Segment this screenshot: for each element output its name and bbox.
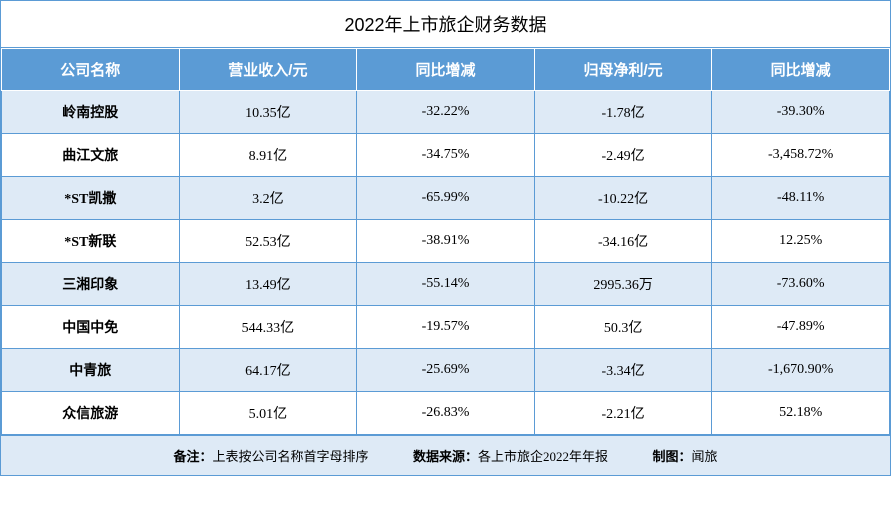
cell-company: *ST凯撒: [2, 177, 180, 220]
table-row: *ST新联 52.53亿 -38.91% -34.16亿 12.25%: [2, 220, 890, 263]
table-row: 曲江文旅 8.91亿 -34.75% -2.49亿 -3,458.72%: [2, 134, 890, 177]
cell-company: 曲江文旅: [2, 134, 180, 177]
col-header-rev-yoy: 同比增减: [357, 49, 535, 91]
footer-source-text: 各上市旅企2022年年报: [478, 449, 608, 464]
cell-revenue: 5.01亿: [179, 392, 357, 435]
cell-profit: -2.49亿: [534, 134, 712, 177]
footer-author-text: 闻旅: [692, 449, 718, 464]
table-row: 三湘印象 13.49亿 -55.14% 2995.36万 -73.60%: [2, 263, 890, 306]
col-header-revenue: 营业收入/元: [179, 49, 357, 91]
cell-prof-yoy: -1,670.90%: [712, 349, 890, 392]
cell-profit: 2995.36万: [534, 263, 712, 306]
footer-note-text: 上表按公司名称首字母排序: [212, 449, 368, 464]
footer-source-label: 数据来源：: [413, 449, 478, 464]
col-header-company: 公司名称: [2, 49, 180, 91]
cell-company: 三湘印象: [2, 263, 180, 306]
cell-rev-yoy: -34.75%: [357, 134, 535, 177]
cell-revenue: 544.33亿: [179, 306, 357, 349]
cell-revenue: 64.17亿: [179, 349, 357, 392]
cell-profit: -3.34亿: [534, 349, 712, 392]
cell-revenue: 8.91亿: [179, 134, 357, 177]
cell-company: 中国中免: [2, 306, 180, 349]
cell-profit: -10.22亿: [534, 177, 712, 220]
table-footer: 备注：上表按公司名称首字母排序 数据来源：各上市旅企2022年年报 制图：闻旅: [1, 435, 890, 475]
header-row: 公司名称 营业收入/元 同比增减 归母净利/元 同比增减: [2, 49, 890, 91]
table-row: 岭南控股 10.35亿 -32.22% -1.78亿 -39.30%: [2, 91, 890, 134]
cell-rev-yoy: -26.83%: [357, 392, 535, 435]
table-body: 岭南控股 10.35亿 -32.22% -1.78亿 -39.30% 曲江文旅 …: [2, 91, 890, 435]
col-header-prof-yoy: 同比增减: [712, 49, 890, 91]
table-row: 中国中免 544.33亿 -19.57% 50.3亿 -47.89%: [2, 306, 890, 349]
cell-rev-yoy: -32.22%: [357, 91, 535, 134]
cell-profit: -34.16亿: [534, 220, 712, 263]
cell-prof-yoy: 52.18%: [712, 392, 890, 435]
cell-rev-yoy: -25.69%: [357, 349, 535, 392]
cell-profit: 50.3亿: [534, 306, 712, 349]
table-row: *ST凯撒 3.2亿 -65.99% -10.22亿 -48.11%: [2, 177, 890, 220]
cell-prof-yoy: -48.11%: [712, 177, 890, 220]
cell-rev-yoy: -55.14%: [357, 263, 535, 306]
cell-profit: -1.78亿: [534, 91, 712, 134]
cell-revenue: 10.35亿: [179, 91, 357, 134]
col-header-profit: 归母净利/元: [534, 49, 712, 91]
cell-revenue: 13.49亿: [179, 263, 357, 306]
cell-revenue: 3.2亿: [179, 177, 357, 220]
cell-prof-yoy: -73.60%: [712, 263, 890, 306]
cell-rev-yoy: -65.99%: [357, 177, 535, 220]
cell-revenue: 52.53亿: [179, 220, 357, 263]
cell-rev-yoy: -38.91%: [357, 220, 535, 263]
cell-company: 众信旅游: [2, 392, 180, 435]
cell-prof-yoy: -3,458.72%: [712, 134, 890, 177]
cell-prof-yoy: 12.25%: [712, 220, 890, 263]
footer-note-label: 备注：: [173, 449, 212, 464]
cell-profit: -2.21亿: [534, 392, 712, 435]
footer-author-label: 制图：: [653, 449, 692, 464]
cell-company: 中青旅: [2, 349, 180, 392]
cell-prof-yoy: -39.30%: [712, 91, 890, 134]
cell-prof-yoy: -47.89%: [712, 306, 890, 349]
cell-company: 岭南控股: [2, 91, 180, 134]
table-title: 2022年上市旅企财务数据: [1, 1, 890, 48]
table-row: 众信旅游 5.01亿 -26.83% -2.21亿 52.18%: [2, 392, 890, 435]
table-row: 中青旅 64.17亿 -25.69% -3.34亿 -1,670.90%: [2, 349, 890, 392]
cell-rev-yoy: -19.57%: [357, 306, 535, 349]
financial-table-container: 2022年上市旅企财务数据 公司名称 营业收入/元 同比增减 归母净利/元 同比…: [0, 0, 891, 476]
financial-table: 公司名称 营业收入/元 同比增减 归母净利/元 同比增减 岭南控股 10.35亿…: [1, 48, 890, 435]
cell-company: *ST新联: [2, 220, 180, 263]
